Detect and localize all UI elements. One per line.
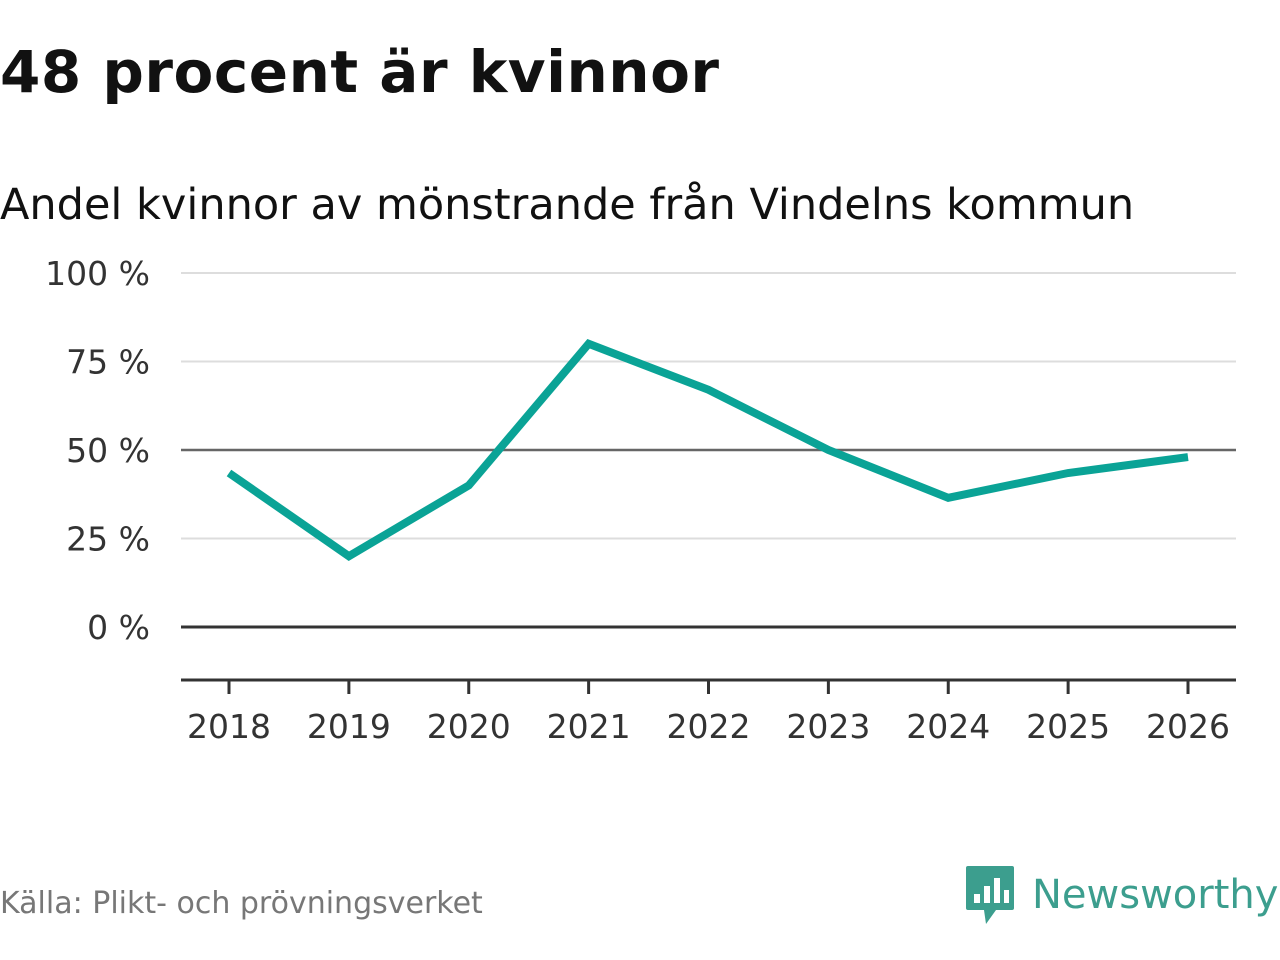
x-tick-label: 2018 bbox=[187, 707, 271, 746]
y-tick-label: 100 % bbox=[45, 254, 150, 293]
y-tick-label: 0 % bbox=[87, 608, 150, 647]
x-tick-label: 2020 bbox=[427, 707, 511, 746]
x-tick-label: 2024 bbox=[906, 707, 990, 746]
y-tick-label: 25 % bbox=[66, 520, 150, 559]
newsworthy-logo-icon bbox=[966, 866, 1014, 924]
x-tick-label: 2026 bbox=[1146, 707, 1230, 746]
brand[interactable]: Newsworthy bbox=[964, 864, 1278, 926]
chart-subtitle: Andel kvinnor av mönstrande från Vindeln… bbox=[0, 180, 1135, 230]
y-tick-label: 75 % bbox=[66, 343, 150, 382]
x-tick-label: 2023 bbox=[786, 707, 870, 746]
x-tick-label: 2019 bbox=[307, 707, 391, 746]
x-tick-label: 2021 bbox=[547, 707, 631, 746]
series-line bbox=[226, 339, 1189, 561]
x-tick-label: 2025 bbox=[1026, 707, 1110, 746]
source-note: Källa: Plikt- och prövningsverket bbox=[0, 886, 483, 921]
page-title: 48 procent är kvinnor bbox=[0, 38, 720, 106]
brand-name: Newsworthy bbox=[1032, 872, 1279, 918]
x-tick-label: 2022 bbox=[667, 707, 751, 746]
y-tick-label: 50 % bbox=[66, 431, 150, 470]
